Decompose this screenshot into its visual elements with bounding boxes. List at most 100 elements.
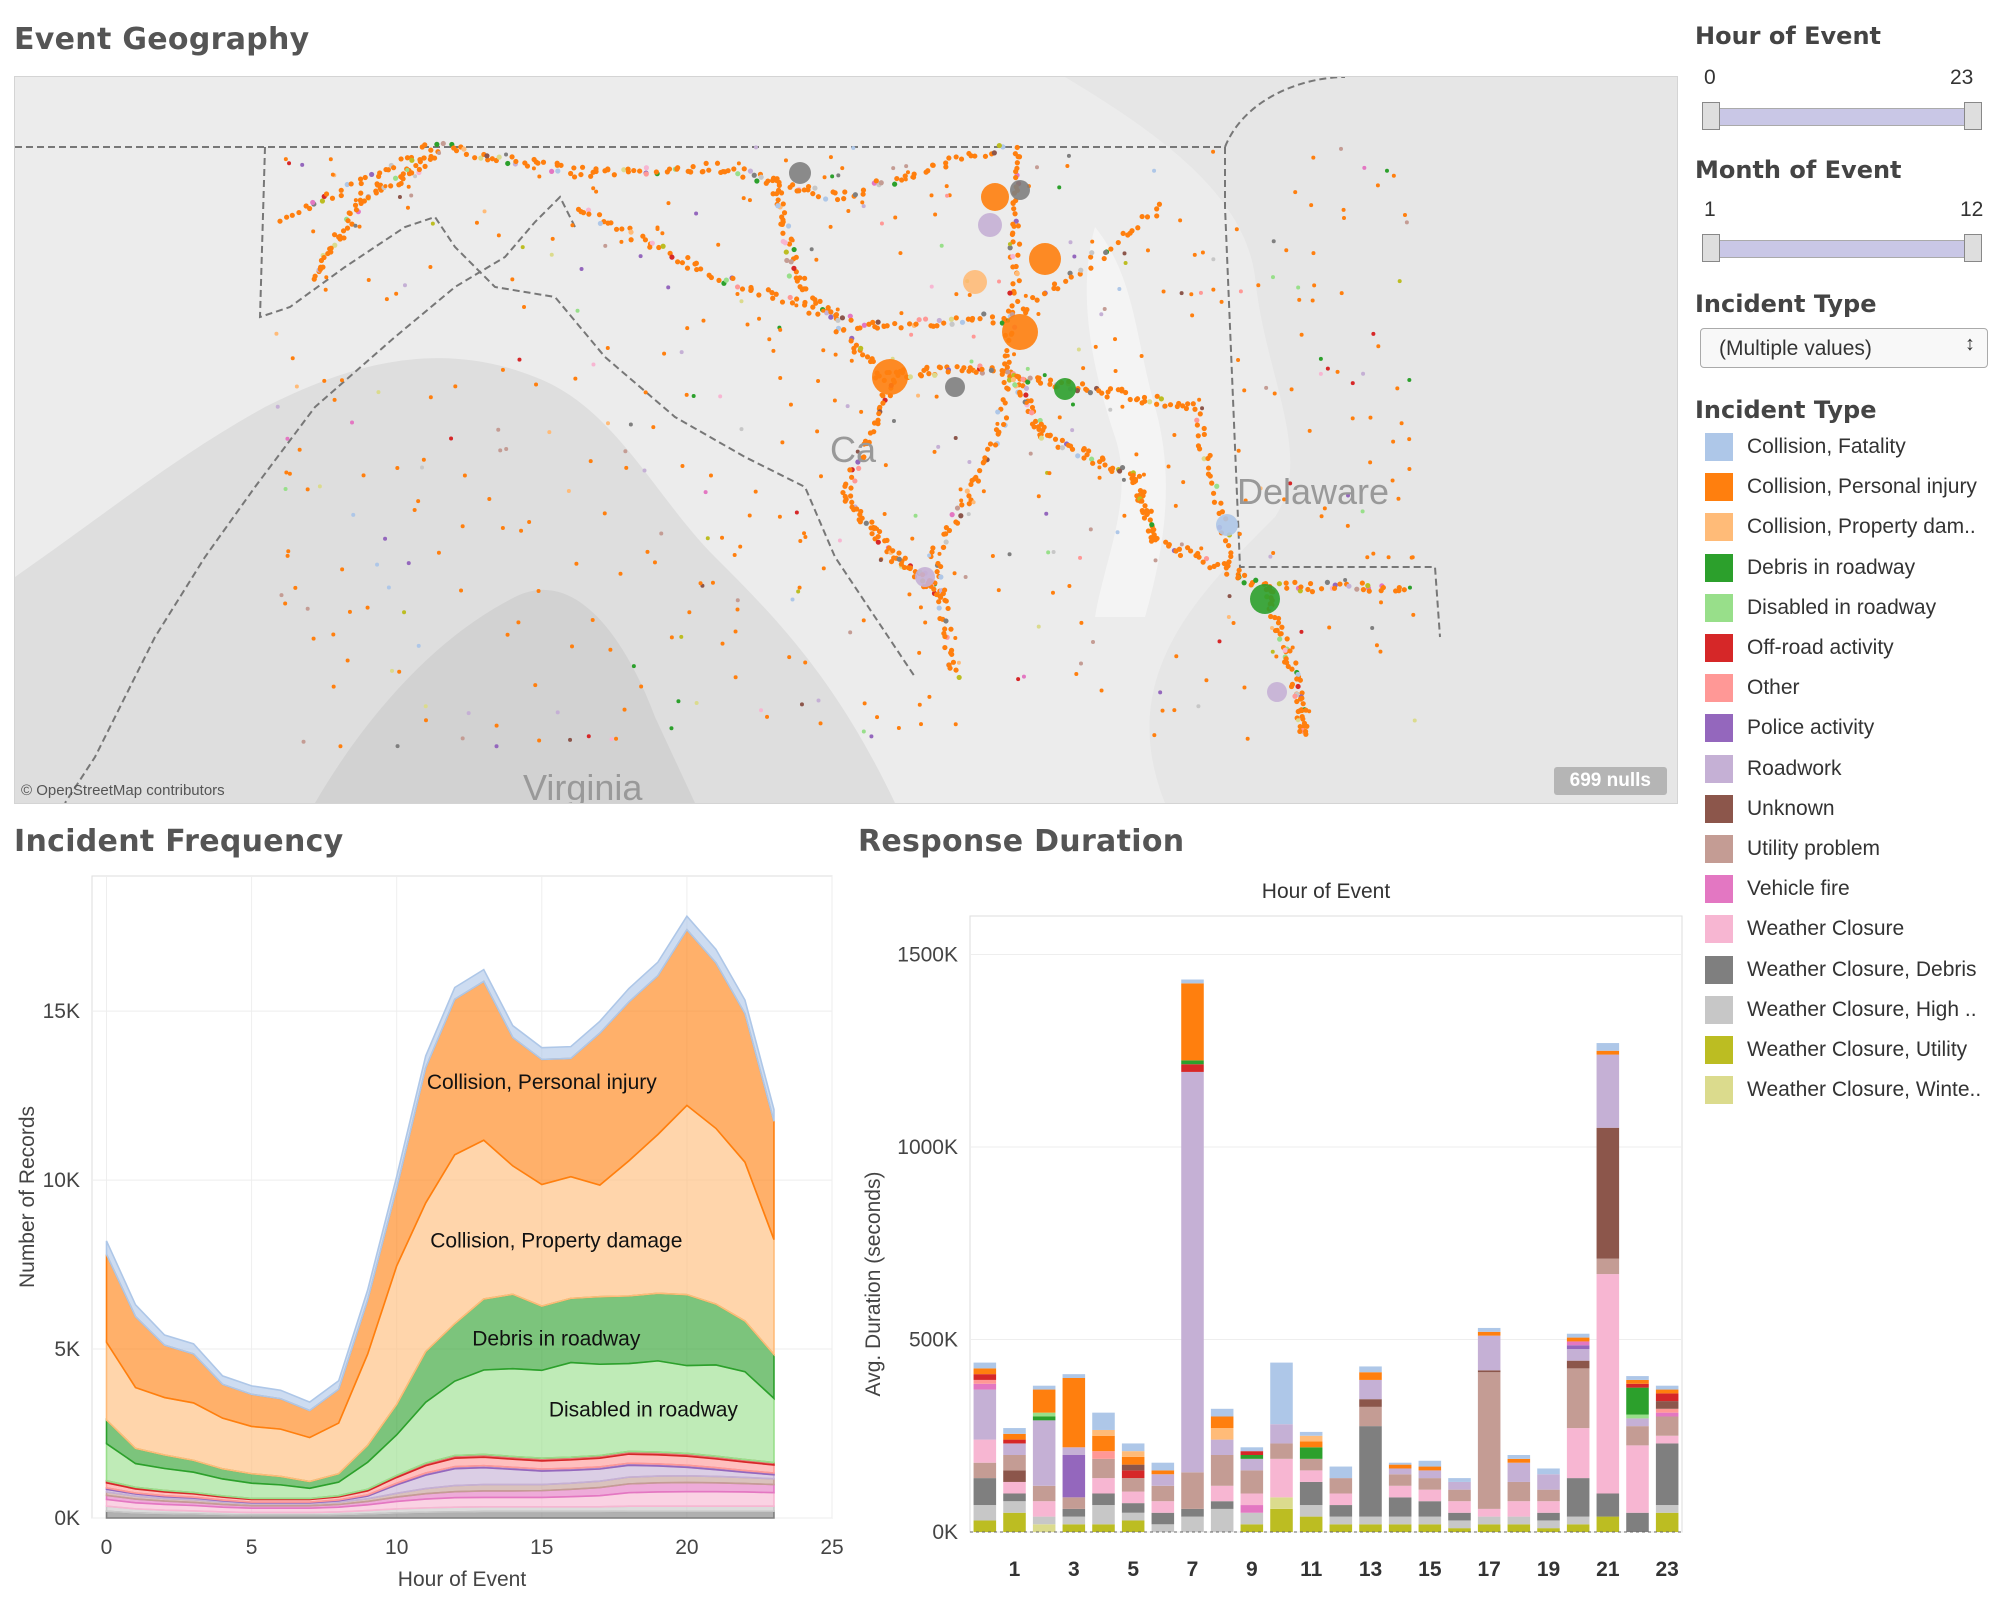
- incident-point[interactable]: [328, 157, 333, 162]
- bar-segment[interactable]: [1448, 1489, 1471, 1502]
- incident-point[interactable]: [1270, 649, 1275, 654]
- incident-point[interactable]: [666, 201, 671, 206]
- incident-point[interactable]: [1129, 228, 1135, 234]
- bar-segment[interactable]: [1240, 1451, 1264, 1455]
- hour-slider-max-handle[interactable]: [1964, 102, 1982, 130]
- incident-point[interactable]: [1346, 583, 1352, 589]
- incident-point[interactable]: [398, 180, 404, 187]
- incident-point[interactable]: [1156, 201, 1163, 207]
- incident-point[interactable]: [980, 460, 986, 466]
- incident-point[interactable]: [848, 493, 854, 499]
- incident-point[interactable]: [613, 226, 620, 232]
- incident-point[interactable]: [300, 162, 305, 167]
- incident-point[interactable]: [948, 316, 955, 322]
- incident-point[interactable]: [990, 320, 996, 326]
- incident-point[interactable]: [943, 531, 949, 537]
- incident-point[interactable]: [833, 352, 838, 357]
- incident-point[interactable]: [1307, 580, 1314, 587]
- incident-point[interactable]: [860, 200, 865, 205]
- bar-segment[interactable]: [1477, 1331, 1501, 1336]
- incident-point[interactable]: [964, 488, 970, 494]
- incident-point[interactable]: [1222, 538, 1229, 544]
- incident-point[interactable]: [1012, 382, 1018, 388]
- incident-point[interactable]: [1172, 432, 1177, 437]
- incident-point[interactable]: [1194, 422, 1200, 428]
- bar-segment[interactable]: [1537, 1474, 1560, 1490]
- bar-segment[interactable]: [1151, 1501, 1175, 1513]
- incident-point[interactable]: [953, 722, 958, 727]
- incident-point[interactable]: [321, 254, 327, 261]
- incident-point[interactable]: [954, 505, 961, 511]
- incident-point[interactable]: [485, 157, 491, 163]
- incident-point[interactable]: [1338, 146, 1343, 151]
- bar-segment[interactable]: [1062, 1516, 1086, 1525]
- incident-point[interactable]: [1307, 428, 1312, 433]
- incident-point[interactable]: [1010, 239, 1016, 245]
- incident-point[interactable]: [1099, 688, 1104, 693]
- incident-point[interactable]: [365, 194, 371, 201]
- incident-point[interactable]: [588, 459, 593, 464]
- incident-point[interactable]: [500, 367, 505, 372]
- incident-point[interactable]: [1059, 437, 1065, 444]
- incident-point[interactable]: [369, 171, 375, 178]
- incident-point[interactable]: [876, 410, 882, 417]
- incident-point[interactable]: [780, 217, 786, 223]
- bar-segment[interactable]: [1121, 1470, 1145, 1479]
- incident-point[interactable]: [285, 553, 290, 558]
- incident-point[interactable]: [931, 586, 937, 592]
- incident-point[interactable]: [1047, 471, 1052, 476]
- bar-segment[interactable]: [1418, 1470, 1442, 1479]
- incident-point[interactable]: [771, 348, 776, 353]
- incident-point[interactable]: [404, 155, 411, 161]
- incident-point[interactable]: [1066, 153, 1071, 158]
- incident-point[interactable]: [806, 310, 812, 316]
- incident-point[interactable]: [1300, 716, 1306, 722]
- bar-segment[interactable]: [1477, 1335, 1501, 1371]
- bar-segment[interactable]: [1032, 1389, 1056, 1413]
- bar-segment[interactable]: [1092, 1505, 1115, 1525]
- incident-point[interactable]: [769, 290, 775, 296]
- incident-point[interactable]: [631, 167, 637, 174]
- incident-point[interactable]: [593, 166, 599, 172]
- incident-point[interactable]: [909, 332, 914, 337]
- incident-point[interactable]: [954, 292, 959, 297]
- incident-point[interactable]: [535, 160, 541, 166]
- incident-point[interactable]: [568, 170, 574, 177]
- incident-point[interactable]: [1228, 550, 1234, 556]
- incident-point[interactable]: [311, 636, 316, 641]
- incident-point[interactable]: [1013, 168, 1019, 175]
- incident-point[interactable]: [1047, 433, 1053, 439]
- incident-point[interactable]: [1068, 240, 1073, 245]
- incident-point[interactable]: [1117, 468, 1123, 474]
- incident-point[interactable]: [698, 266, 704, 272]
- incident-point[interactable]: [1341, 207, 1346, 212]
- incident-point[interactable]: [869, 531, 875, 537]
- bar-segment[interactable]: [1003, 1501, 1026, 1513]
- incident-point[interactable]: [777, 514, 782, 519]
- bar-segment[interactable]: [1359, 1372, 1382, 1380]
- incident-point[interactable]: [997, 279, 1002, 284]
- incident-point[interactable]: [642, 237, 649, 243]
- incident-point[interactable]: [824, 310, 830, 316]
- incident-point[interactable]: [1010, 200, 1016, 206]
- incident-point[interactable]: [1166, 542, 1172, 548]
- incident-point[interactable]: [328, 245, 334, 251]
- incident-point[interactable]: [788, 259, 794, 265]
- incident-point[interactable]: [945, 605, 951, 612]
- incident-point[interactable]: [1264, 385, 1269, 390]
- bar-segment[interactable]: [1626, 1512, 1649, 1532]
- incident-point[interactable]: [1270, 275, 1275, 280]
- incident-point[interactable]: [1029, 410, 1035, 416]
- incident-point[interactable]: [638, 254, 643, 259]
- incident-point[interactable]: [1133, 397, 1140, 403]
- incident-point[interactable]: [935, 560, 941, 567]
- incident-point[interactable]: [950, 659, 957, 665]
- incident-point[interactable]: [294, 384, 299, 389]
- incident-point[interactable]: [1070, 428, 1075, 433]
- incident-point[interactable]: [1350, 416, 1355, 421]
- incident-point[interactable]: [1345, 523, 1350, 528]
- incident-point[interactable]: [597, 220, 603, 227]
- incident-point[interactable]: [1284, 248, 1289, 253]
- incident-point[interactable]: [1102, 462, 1108, 468]
